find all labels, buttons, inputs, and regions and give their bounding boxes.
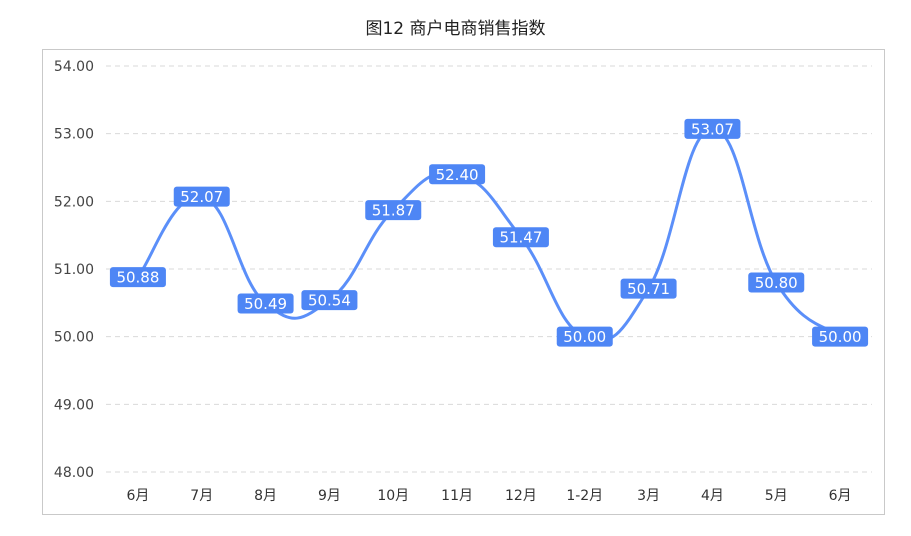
y-tick-label: 54.00 xyxy=(54,59,94,75)
data-label: 51.47 xyxy=(499,229,542,247)
data-label: 52.40 xyxy=(436,166,479,184)
x-tick-label: 6月 xyxy=(829,488,852,504)
data-label: 50.88 xyxy=(116,269,159,287)
y-tick-label: 50.00 xyxy=(54,330,94,346)
series-line xyxy=(136,127,842,342)
y-tick-label: 52.00 xyxy=(54,194,94,210)
x-tick-label: 10月 xyxy=(377,488,409,504)
data-label-box xyxy=(365,200,422,221)
data-label-box xyxy=(109,267,166,288)
x-tick-label: 3月 xyxy=(637,488,660,504)
data-label-box xyxy=(492,227,549,248)
chart-title: 图12 商户电商销售指数 xyxy=(365,19,546,39)
x-tick-label: 5月 xyxy=(765,488,788,504)
data-label: 53.07 xyxy=(691,120,734,138)
data-label-box xyxy=(237,293,294,314)
data-label-box xyxy=(748,272,805,293)
data-label: 52.07 xyxy=(180,188,223,206)
data-label: 50.80 xyxy=(755,274,798,292)
x-tick-label: 6月 xyxy=(126,488,149,504)
data-label-box xyxy=(556,326,613,347)
y-tick-label: 51.00 xyxy=(54,262,94,278)
x-tick-label: 9月 xyxy=(318,488,341,504)
data-label-box xyxy=(620,278,677,299)
data-label-box xyxy=(301,290,358,311)
x-tick-label: 8月 xyxy=(254,488,277,504)
x-tick-label: 7月 xyxy=(190,488,213,504)
x-tick-label: 12月 xyxy=(505,488,537,504)
data-label: 50.00 xyxy=(563,328,606,346)
data-label-box xyxy=(429,164,486,185)
data-label: 50.71 xyxy=(627,280,670,298)
y-tick-label: 48.00 xyxy=(54,465,94,481)
y-tick-label: 49.00 xyxy=(54,397,94,413)
x-tick-label: 1-2月 xyxy=(566,488,603,504)
x-tick-label: 11月 xyxy=(441,488,473,504)
data-label: 50.54 xyxy=(308,292,351,310)
x-tick-label: 4月 xyxy=(701,488,724,504)
data-label: 50.49 xyxy=(244,295,287,313)
data-label-box xyxy=(812,326,869,347)
chart-frame xyxy=(42,49,885,515)
data-label-box xyxy=(684,118,741,139)
y-tick-label: 53.00 xyxy=(54,127,94,143)
data-label: 50.00 xyxy=(819,328,862,346)
data-label: 51.87 xyxy=(372,202,415,220)
data-label-box xyxy=(173,186,230,207)
